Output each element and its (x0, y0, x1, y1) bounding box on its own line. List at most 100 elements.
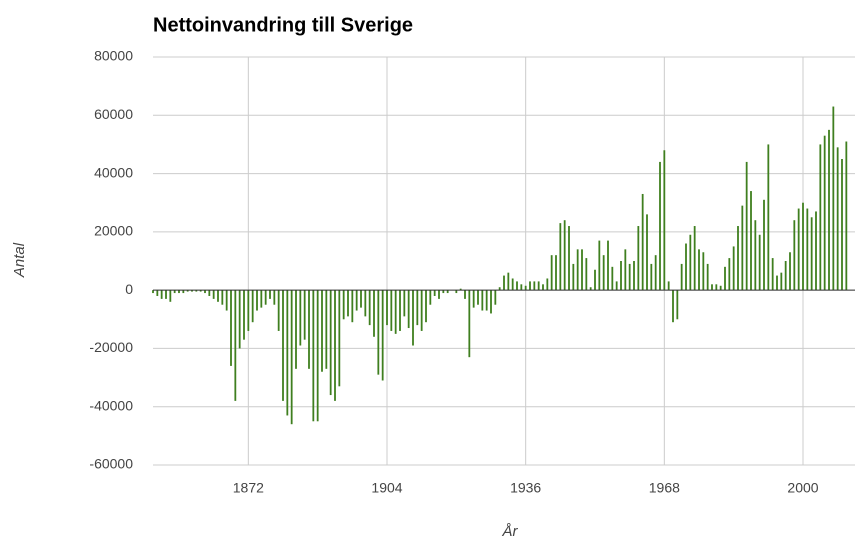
bar (403, 290, 406, 317)
bar (433, 290, 436, 296)
y-tick-label: 60000 (94, 106, 133, 122)
bar (303, 290, 306, 340)
bar (286, 290, 289, 416)
bar (186, 290, 189, 292)
bar (399, 290, 401, 331)
bar (312, 290, 315, 422)
bar (160, 290, 163, 299)
bar (273, 290, 276, 305)
bar (178, 290, 180, 294)
bar (659, 161, 661, 291)
bar (546, 278, 549, 291)
bar (468, 290, 471, 358)
bar (615, 281, 618, 291)
bar (576, 249, 579, 291)
bar (511, 278, 514, 291)
bar (386, 290, 388, 326)
bar (789, 252, 791, 291)
bar (152, 290, 154, 294)
bar (321, 290, 323, 372)
bar (624, 249, 627, 291)
x-tick-label: 1968 (649, 480, 680, 496)
bar (377, 290, 380, 375)
bar (355, 290, 358, 311)
bar (529, 281, 531, 291)
bar (169, 290, 172, 302)
bar (620, 261, 622, 291)
bar (724, 266, 726, 291)
bar (572, 263, 575, 291)
bar (802, 202, 804, 291)
bar (771, 258, 774, 291)
y-tick-label: 40000 (94, 164, 133, 180)
bar (165, 290, 167, 299)
bar (520, 284, 523, 291)
bar (308, 290, 310, 369)
bar (841, 159, 843, 291)
bar (672, 290, 674, 323)
bar (416, 290, 419, 326)
bar (698, 249, 700, 291)
y-tick-label: -60000 (89, 456, 133, 472)
bar (243, 290, 245, 340)
bar (420, 290, 423, 331)
bar (438, 290, 440, 299)
bar (373, 290, 375, 337)
bar (815, 211, 817, 291)
bar (264, 290, 267, 305)
bar (719, 285, 722, 291)
bar (429, 290, 432, 305)
bar (758, 234, 761, 291)
bar (351, 290, 354, 323)
bar (728, 258, 731, 291)
bar (394, 290, 397, 334)
y-tick-label: 80000 (94, 48, 133, 64)
bar (767, 144, 770, 291)
chart-title: Nettoinvandring till Sverige (153, 14, 413, 36)
bar (823, 135, 826, 291)
bar (498, 287, 501, 291)
bar (477, 290, 479, 305)
bar (776, 275, 778, 291)
bar (637, 226, 640, 291)
bar (611, 266, 614, 291)
bar (364, 290, 367, 317)
y-axis-label: Antal (11, 242, 28, 278)
bar (412, 290, 414, 346)
bar (217, 290, 219, 302)
y-tick-label: -20000 (89, 339, 133, 355)
bar (256, 290, 258, 311)
bar (481, 290, 484, 311)
bar (464, 290, 466, 299)
bar (693, 226, 696, 291)
bar (537, 281, 540, 291)
bar (347, 290, 349, 317)
bar (828, 129, 830, 291)
bar (516, 281, 518, 291)
bar (685, 243, 687, 291)
x-tick-label: 2000 (787, 480, 818, 496)
bar (676, 290, 679, 320)
bar (715, 284, 718, 291)
bar (741, 205, 744, 291)
bar (845, 141, 848, 291)
bar (360, 290, 362, 308)
bar (633, 261, 635, 291)
x-tick-label: 1904 (371, 480, 402, 496)
bar (208, 290, 211, 296)
bar (390, 290, 393, 331)
bar (251, 290, 254, 323)
bar (195, 290, 198, 292)
bar (446, 290, 449, 294)
bar (199, 290, 202, 292)
y-tick-label: 20000 (94, 223, 133, 239)
bar (628, 263, 631, 291)
bar (407, 290, 410, 329)
bar (191, 290, 193, 292)
bar (212, 290, 215, 299)
bar (299, 290, 302, 346)
bar (555, 255, 557, 291)
bar (247, 290, 250, 331)
